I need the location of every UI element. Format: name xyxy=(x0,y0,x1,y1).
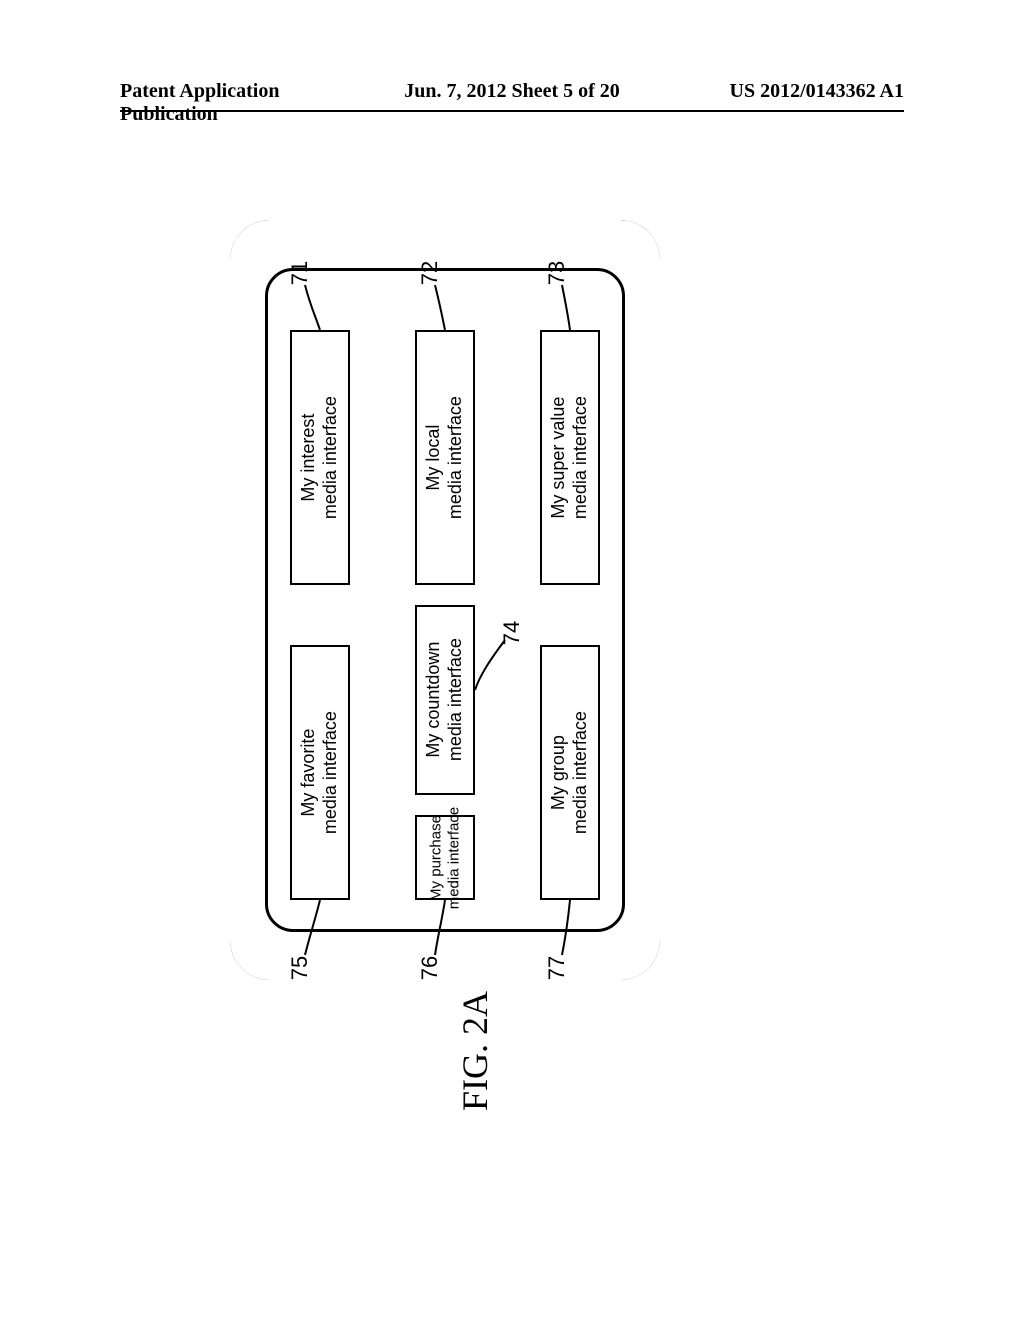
tile-my-local: My local media interface xyxy=(415,330,475,585)
ref-74: 74 xyxy=(499,621,525,645)
header-right: US 2012/0143362 A1 xyxy=(643,80,904,126)
tile-my-favorite: My favorite media interface xyxy=(290,645,350,900)
header-center: Jun. 7, 2012 Sheet 5 of 20 xyxy=(381,80,642,126)
ref-77: 77 xyxy=(544,956,570,980)
tile-label: My super value media interface xyxy=(548,396,591,519)
tile-label: My favorite media interface xyxy=(298,711,341,834)
tile-label: My local media interface xyxy=(423,396,466,519)
tile-my-interest: My interest media interface xyxy=(290,330,350,585)
tile-label: My group media interface xyxy=(548,711,591,834)
page-header: Patent Application Publication Jun. 7, 2… xyxy=(120,80,904,126)
ref-71: 71 xyxy=(287,261,313,285)
figure-2a: My interest media interface My local med… xyxy=(180,220,820,1080)
header-rule xyxy=(120,110,904,112)
header-left: Patent Application Publication xyxy=(120,80,381,126)
tile-label: My purchase media interface xyxy=(427,806,463,909)
ref-72: 72 xyxy=(417,261,443,285)
ref-76: 76 xyxy=(417,956,443,980)
ref-73: 73 xyxy=(544,261,570,285)
tile-my-super-value: My super value media interface xyxy=(540,330,600,585)
page: Patent Application Publication Jun. 7, 2… xyxy=(0,0,1024,1320)
tile-my-countdown: My countdown media interface xyxy=(415,605,475,795)
tile-label: My interest media interface xyxy=(298,396,341,519)
ref-75: 75 xyxy=(287,956,313,980)
tile-my-group: My group media interface xyxy=(540,645,600,900)
tile-label: My countdown media interface xyxy=(423,638,466,761)
figure-label: FIG. 2A xyxy=(454,991,496,1111)
tile-my-purchase: My purchase media interface xyxy=(415,815,475,900)
